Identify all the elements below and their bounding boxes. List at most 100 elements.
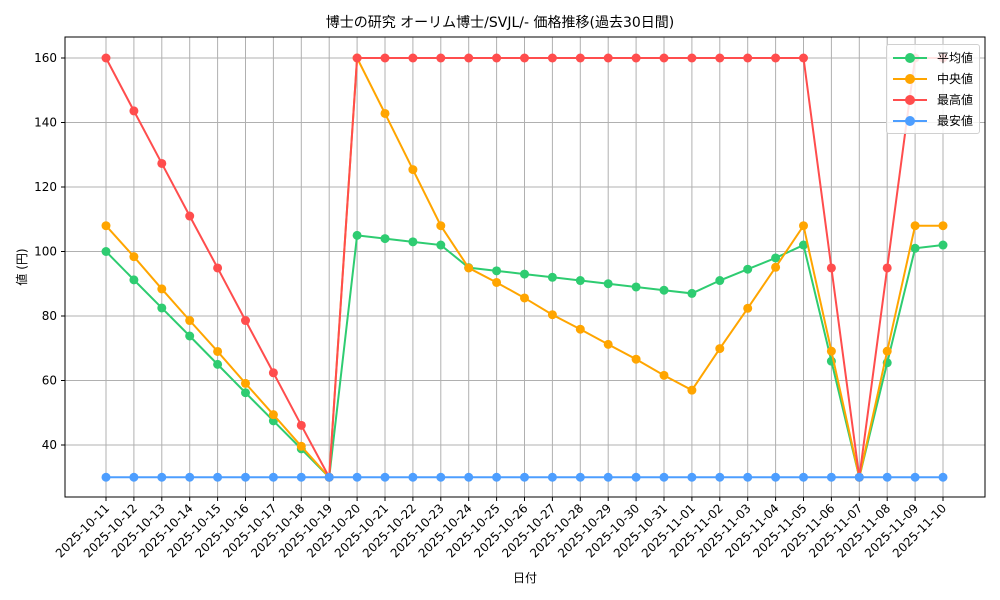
data-point — [296, 420, 306, 430]
data-point — [268, 472, 278, 482]
data-point — [296, 472, 306, 482]
data-point — [743, 53, 753, 63]
x-axis-label: 日付 — [513, 571, 537, 585]
data-point — [659, 370, 669, 380]
data-point — [882, 263, 892, 273]
data-point — [771, 53, 781, 63]
data-point — [408, 472, 418, 482]
legend-label: 中央値 — [937, 72, 974, 86]
data-point — [129, 106, 139, 116]
data-point — [241, 378, 250, 388]
chart-title: 博士の研究 オーリム博士/SVJL/- 価格推移(過去30日間) — [325, 15, 675, 31]
data-point — [799, 221, 808, 231]
data-point — [743, 472, 753, 482]
data-point — [520, 293, 529, 303]
data-point — [799, 53, 808, 63]
data-point — [659, 285, 669, 295]
data-point — [826, 472, 836, 482]
data-point — [157, 303, 167, 313]
data-point — [631, 282, 641, 292]
data-point — [436, 53, 446, 63]
data-point — [324, 472, 334, 482]
data-point — [101, 221, 111, 231]
data-point — [771, 253, 781, 263]
data-point — [715, 344, 725, 354]
data-point — [687, 53, 697, 63]
data-point — [380, 53, 390, 63]
data-point — [854, 472, 864, 482]
data-point — [296, 441, 306, 451]
data-point — [129, 252, 139, 262]
data-point — [101, 247, 111, 256]
data-point — [436, 472, 446, 482]
data-point — [547, 53, 557, 63]
data-point — [464, 263, 474, 273]
data-point — [603, 279, 613, 289]
data-point — [352, 230, 362, 240]
data-point — [213, 472, 223, 482]
data-point — [213, 359, 223, 369]
data-point — [464, 53, 474, 63]
data-point — [241, 316, 250, 326]
data-point — [101, 53, 111, 63]
y-tick-label: 120 — [34, 180, 57, 194]
data-point — [185, 331, 195, 341]
data-point — [799, 240, 808, 250]
data-point — [268, 410, 278, 420]
data-point — [687, 288, 697, 298]
data-point — [631, 53, 641, 63]
legend-marker-icon — [893, 52, 927, 64]
data-point — [575, 472, 585, 482]
legend-item-min: 最安値 — [887, 110, 979, 131]
data-point — [464, 472, 474, 482]
data-point — [771, 472, 781, 482]
legend-marker-icon — [893, 73, 927, 85]
data-point — [826, 346, 836, 356]
y-tick-label: 100 — [34, 245, 57, 259]
data-point — [547, 472, 557, 482]
data-point — [547, 272, 557, 282]
legend-label: 最安値 — [937, 114, 974, 128]
data-point — [603, 339, 613, 349]
data-point — [771, 262, 781, 272]
data-point — [492, 472, 502, 482]
data-point — [659, 472, 669, 482]
legend: 平均値 中央値 最高値 最安値 — [886, 44, 980, 134]
legend-item-max: 最高値 — [887, 89, 979, 110]
data-point — [938, 472, 948, 482]
data-point — [185, 472, 195, 482]
data-point — [408, 53, 418, 63]
data-point — [157, 158, 167, 168]
y-axis: 40 60 80 100 120 140 160 — [34, 51, 65, 452]
data-point — [826, 263, 836, 273]
data-point — [743, 303, 753, 313]
legend-label: 最高値 — [937, 93, 974, 107]
series-line — [101, 230, 948, 482]
data-point — [882, 346, 892, 356]
legend-label: 平均値 — [937, 51, 974, 65]
data-point — [743, 264, 753, 274]
data-point — [436, 221, 446, 231]
legend-item-median: 中央値 — [887, 68, 979, 89]
y-tick-label: 140 — [34, 116, 57, 130]
data-point — [157, 284, 167, 294]
data-point — [715, 276, 725, 286]
legend-marker-icon — [893, 115, 927, 127]
data-point — [547, 310, 557, 320]
data-point — [352, 472, 362, 482]
data-point — [882, 472, 892, 482]
y-axis-label: 値 (円) — [14, 248, 29, 285]
legend-item-average: 平均値 — [887, 47, 979, 68]
data-point — [352, 53, 362, 63]
data-point — [603, 472, 613, 482]
data-point — [101, 472, 111, 482]
y-tick-label: 160 — [34, 51, 57, 65]
data-point — [520, 53, 529, 63]
data-point — [492, 277, 502, 287]
data-point — [715, 53, 725, 63]
y-tick-label: 40 — [42, 438, 57, 452]
data-point — [910, 221, 920, 231]
data-point — [575, 53, 585, 63]
y-tick-label: 80 — [42, 309, 57, 323]
